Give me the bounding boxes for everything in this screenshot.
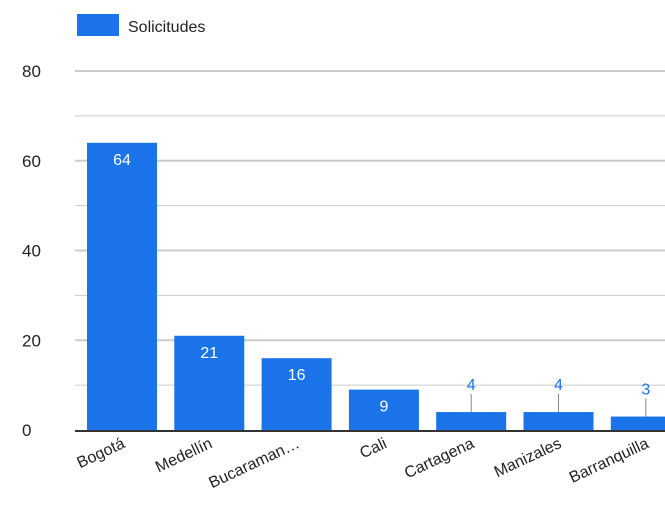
- bar: [523, 412, 594, 430]
- data-label: 4: [554, 377, 563, 394]
- leader-lines: [470, 394, 647, 417]
- data-label: 4: [467, 377, 476, 394]
- x-tick-label: Barranquilla: [567, 435, 652, 487]
- bar: [261, 358, 332, 430]
- bar: [87, 142, 157, 431]
- legend-swatch: [77, 14, 119, 36]
- bar: [610, 416, 665, 430]
- y-tick-label: 40: [22, 242, 41, 261]
- bar: [348, 389, 419, 430]
- y-tick-label: 60: [22, 152, 41, 171]
- data-label: 9: [379, 399, 388, 416]
- bar: [174, 335, 245, 430]
- x-tick-label: Manizales: [492, 435, 564, 481]
- x-tick-label: Cali: [357, 435, 389, 462]
- y-tick-label: 80: [22, 62, 41, 81]
- x-tick-label: Cartagena: [402, 435, 477, 482]
- data-label: 64: [113, 152, 131, 169]
- data-label: 21: [200, 345, 218, 362]
- data-labels: 64 21 16 9 4 4 3: [113, 152, 650, 416]
- minor-gridlines: [75, 115, 665, 386]
- data-label: 16: [288, 367, 306, 384]
- gridlines: [75, 70, 665, 342]
- x-tick-label: Bogotá: [75, 435, 128, 472]
- x-tick-label: Medellín: [153, 435, 215, 476]
- bar: [436, 412, 507, 430]
- legend: Solicitudes: [77, 14, 205, 36]
- y-tick-label: 20: [22, 331, 41, 350]
- bars: [87, 142, 665, 431]
- data-label: 3: [641, 382, 650, 399]
- y-tick-label: 0: [22, 421, 31, 440]
- x-tick-label: Bucaraman…: [206, 435, 302, 492]
- legend-label: Solicitudes: [128, 19, 205, 36]
- y-axis: 0 20 40 60 80: [22, 62, 41, 440]
